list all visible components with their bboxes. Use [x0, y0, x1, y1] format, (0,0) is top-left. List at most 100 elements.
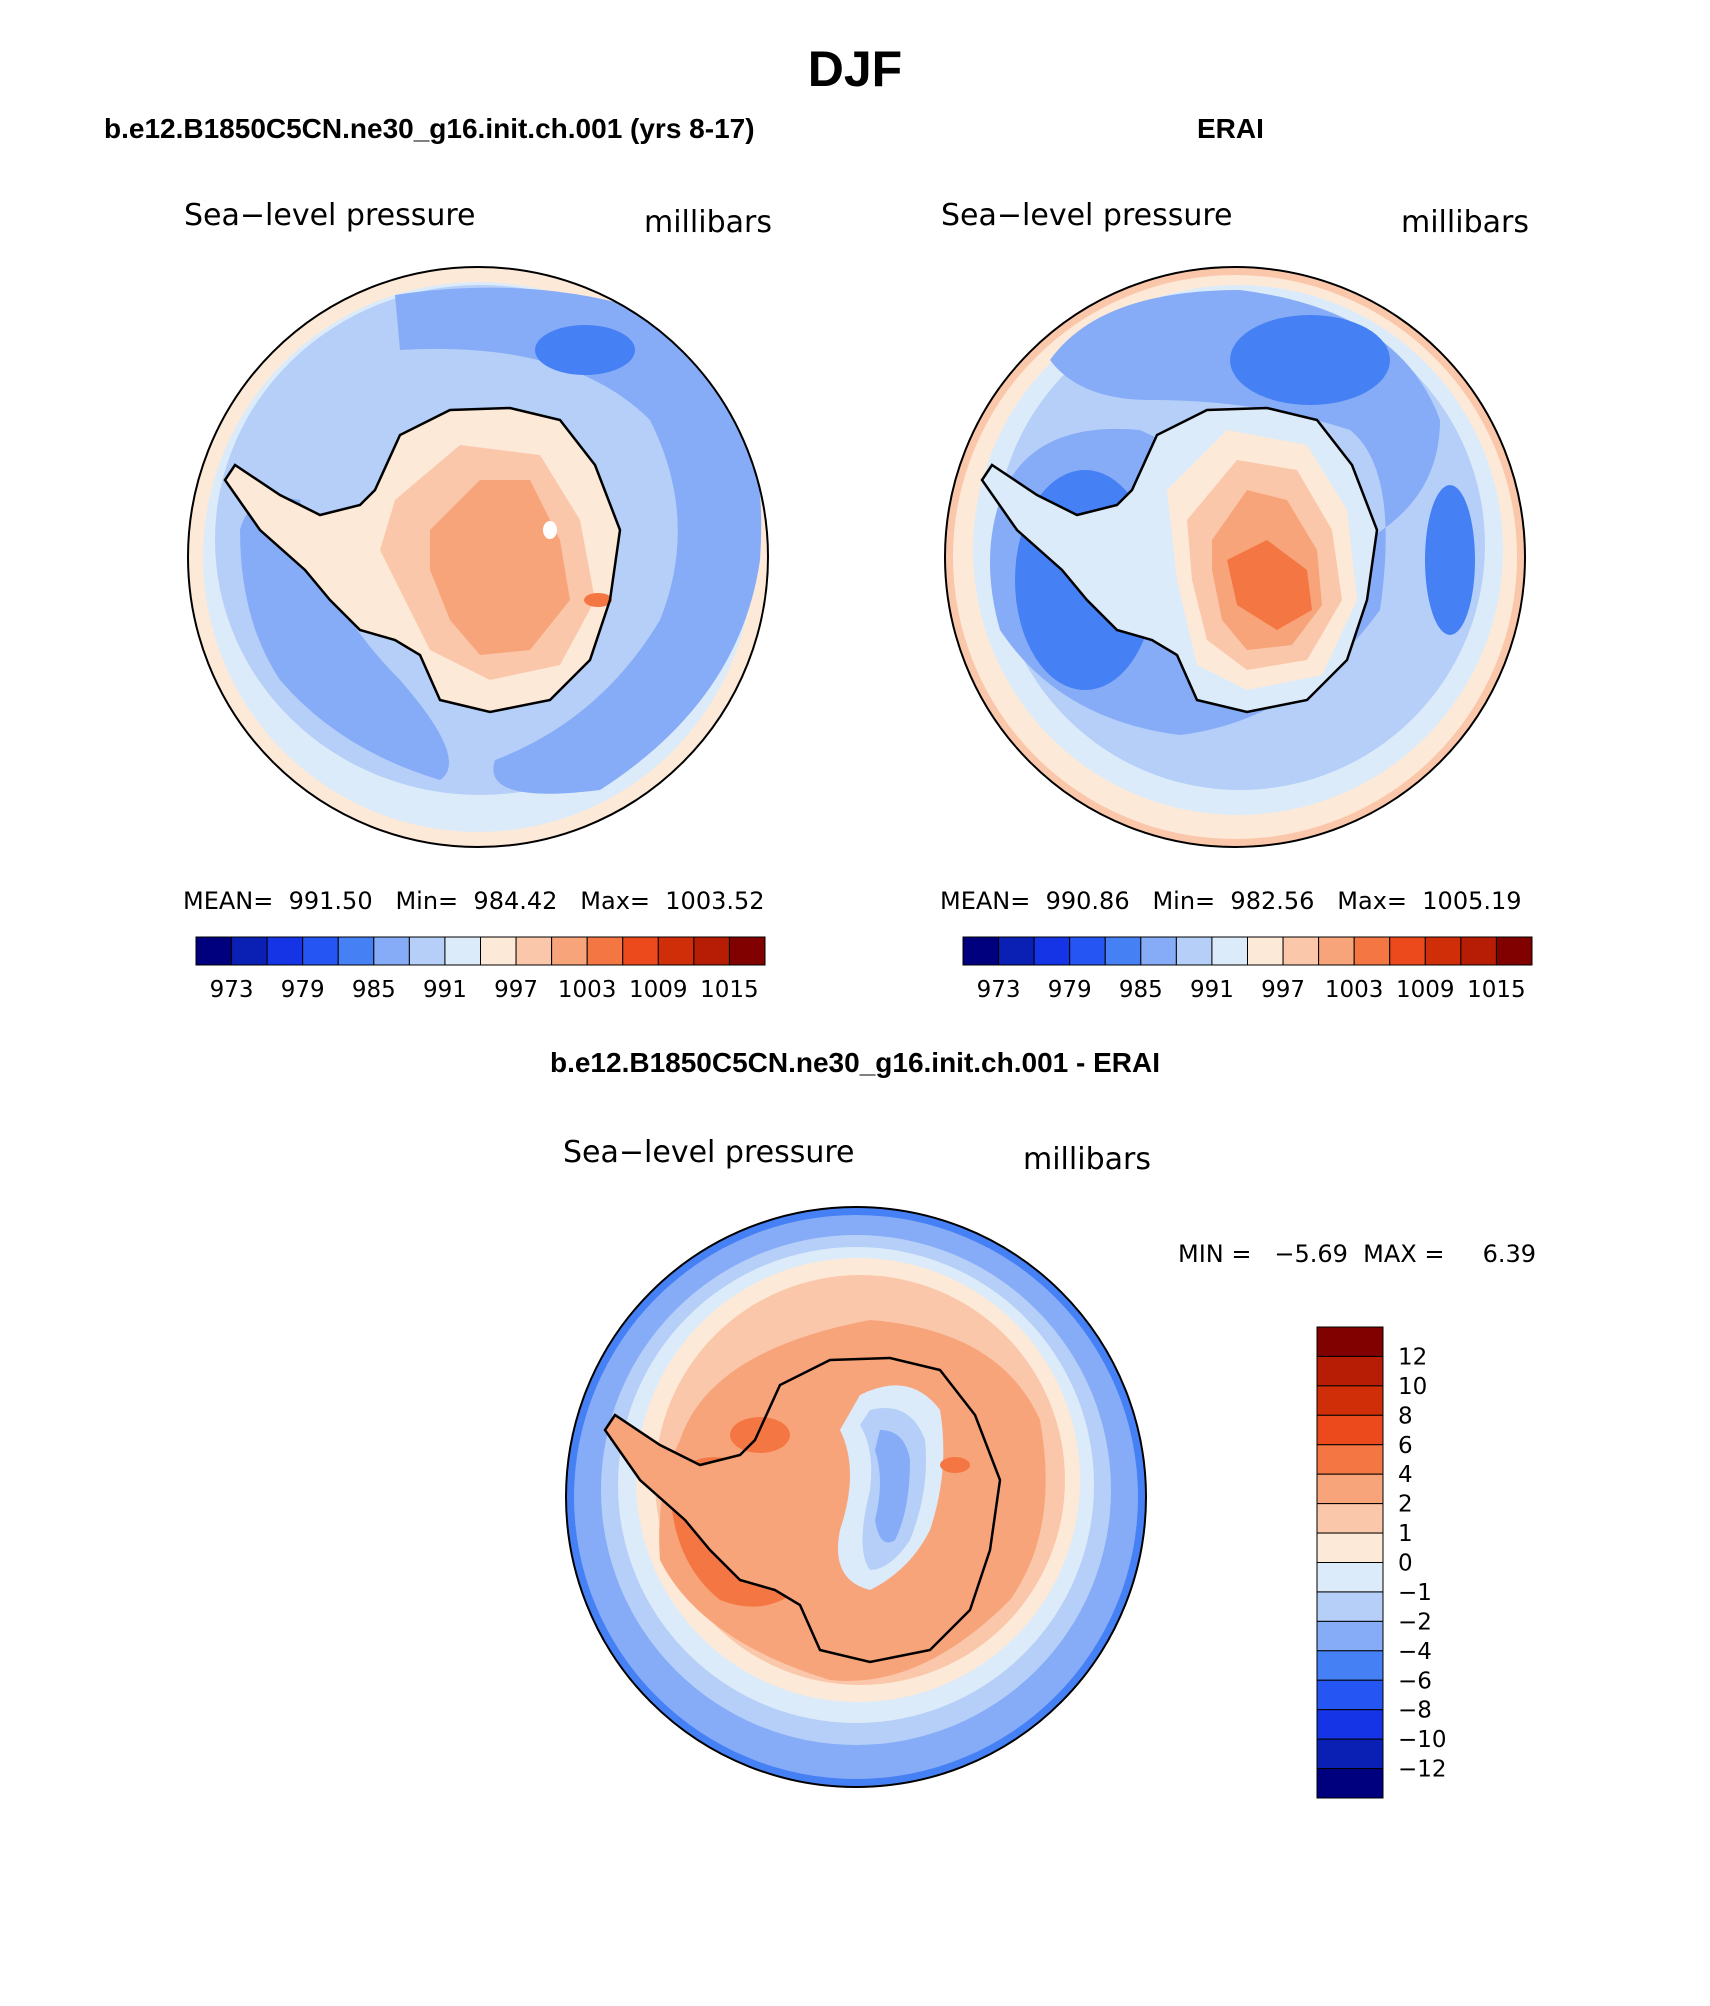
- diff-colorbar-swatch: [1316, 1768, 1384, 1799]
- obs-colorbar-swatch: [1033, 936, 1071, 966]
- obs-colorbar-tick-label: 985: [1119, 977, 1163, 1003]
- obs-colorbar-tick-label: 997: [1261, 977, 1305, 1003]
- model-colorbar-swatch: [302, 936, 339, 966]
- model-colorbar-swatch: [657, 936, 695, 966]
- diff-colorbar-tick-label: 6: [1398, 1433, 1413, 1459]
- model-colorbar-tick-label: 1009: [629, 977, 688, 1003]
- obs-colorbar-swatch: [1140, 936, 1177, 966]
- obs-colorbar-tick-label: 1015: [1467, 977, 1526, 1003]
- obs-colorbar-swatch: [1104, 936, 1142, 966]
- model-colorbar-swatch: [231, 936, 268, 966]
- diff-panel-header: b.e12.B1850C5CN.ne30_g16.init.ch.001 - E…: [549, 1047, 1161, 1078]
- model-map-boundary: [187, 266, 769, 848]
- diff-antarctica: [603, 1356, 1002, 1664]
- model-colorbar-tick-label: 1003: [558, 977, 617, 1003]
- model-colorbar-swatch: [373, 936, 410, 966]
- diff-colorbar-tick-label: −1: [1398, 1580, 1432, 1606]
- model-colorbar-tick-label: 997: [494, 977, 538, 1003]
- figure-title: DJF: [807, 41, 903, 97]
- obs-colorbar-tick-label: 991: [1190, 977, 1234, 1003]
- diff-colorbar-swatch: [1316, 1620, 1384, 1652]
- diff-colorbar-swatch: [1316, 1709, 1384, 1740]
- model-panel-header: b.e12.B1850C5CN.ne30_g16.init.ch.001 (yr…: [104, 113, 755, 144]
- obs-map-boundary: [944, 266, 1526, 848]
- obs-colorbar-tick-label: 1009: [1396, 977, 1455, 1003]
- diff-colorbar-tick-label: 1: [1398, 1521, 1413, 1547]
- model-colorbar: 973 979 985 991 997 1003 1009 1015: [195, 936, 766, 1003]
- model-colorbar-tick-label: 985: [352, 977, 396, 1003]
- model-colorbar-swatch: [444, 936, 481, 966]
- model-antarctica: [223, 406, 622, 714]
- obs-colorbar-tick-label: 1003: [1325, 977, 1384, 1003]
- obs-antarctica: [980, 406, 1379, 714]
- model-colorbar-tick-label: 991: [423, 977, 467, 1003]
- model-colorbar-swatch: [515, 936, 553, 966]
- obs-colorbar-swatch: [1069, 936, 1106, 966]
- diff-colorbar-tick-label: −10: [1398, 1727, 1447, 1753]
- diff-colorbar-swatch: [1316, 1562, 1384, 1593]
- model-colorbar-swatch: [195, 936, 233, 966]
- diff-colorbar-swatch: [1316, 1650, 1384, 1681]
- model-map: [188, 267, 768, 847]
- obs-colorbar-swatch: [1353, 936, 1391, 966]
- diff-map: [566, 1207, 1146, 1787]
- diff-colorbar-swatch: [1316, 1738, 1384, 1770]
- diff-stats: MIN = −5.69 MAX = 6.39: [1178, 1240, 1537, 1268]
- diff-map-boundary: [565, 1206, 1147, 1788]
- model-colorbar-swatch: [693, 936, 730, 966]
- diff-colorbar-swatch: [1316, 1679, 1384, 1711]
- obs-colorbar-swatch: [1282, 936, 1320, 966]
- diff-colorbar-tick-label: −8: [1398, 1698, 1432, 1724]
- model-units-label: millibars: [644, 205, 772, 240]
- obs-map: [945, 267, 1525, 847]
- diff-colorbar-swatch: [1316, 1591, 1384, 1622]
- model-colorbar-swatch: [337, 936, 375, 966]
- diff-colorbar-swatch: [1316, 1385, 1384, 1416]
- obs-colorbar-swatch: [1495, 936, 1533, 966]
- obs-colorbar: 973 979 985 991 997 1003 1009 1015: [962, 936, 1533, 1003]
- model-colorbar-tick-label: 973: [210, 977, 254, 1003]
- model-colorbar-swatch: [622, 936, 659, 966]
- diff-colorbar-tick-label: −6: [1398, 1668, 1432, 1694]
- diff-colorbar-swatch: [1316, 1326, 1384, 1357]
- model-colorbar-tick-label: 979: [281, 977, 325, 1003]
- diff-colorbar-swatch: [1316, 1532, 1384, 1563]
- model-variable-label: Sea−level pressure: [184, 198, 476, 233]
- diff-colorbar-tick-label: −2: [1398, 1609, 1432, 1635]
- model-colorbar-tick-label: 1015: [700, 977, 759, 1003]
- obs-colorbar-swatch: [1460, 936, 1497, 966]
- diff-units-label: millibars: [1023, 1142, 1151, 1177]
- obs-colorbar-tick-label: 979: [1048, 977, 1092, 1003]
- model-colorbar-swatch: [551, 936, 588, 966]
- obs-colorbar-swatch: [998, 936, 1035, 966]
- diff-colorbar-tick-label: −4: [1398, 1639, 1432, 1665]
- diff-colorbar-tick-label: 8: [1398, 1403, 1413, 1429]
- model-colorbar-swatch: [408, 936, 446, 966]
- obs-panel-header: ERAI: [1197, 113, 1264, 144]
- obs-colorbar-swatch: [1175, 936, 1213, 966]
- obs-variable-label: Sea−level pressure: [941, 198, 1233, 233]
- obs-colorbar-swatch: [1318, 936, 1355, 966]
- obs-colorbar-swatch: [1211, 936, 1248, 966]
- diff-colorbar-swatch: [1316, 1414, 1384, 1446]
- diff-colorbar-swatch: [1316, 1503, 1384, 1534]
- model-stats: MEAN= 991.50 Min= 984.42 Max= 1003.52: [183, 887, 765, 915]
- obs-colorbar-swatch: [1247, 936, 1284, 966]
- model-colorbar-swatch: [266, 936, 304, 966]
- diff-colorbar-tick-label: 4: [1398, 1462, 1413, 1488]
- obs-colorbar-swatch: [1424, 936, 1462, 966]
- diff-colorbar-tick-label: 2: [1398, 1492, 1413, 1518]
- obs-colorbar-swatch: [962, 936, 1000, 966]
- obs-units-label: millibars: [1401, 205, 1529, 240]
- diff-colorbar-tick-label: 12: [1398, 1344, 1427, 1370]
- model-colorbar-swatch: [480, 936, 517, 966]
- model-colorbar-swatch: [728, 936, 766, 966]
- model-colorbar-swatch: [586, 936, 624, 966]
- diff-colorbar-tick-label: 0: [1398, 1551, 1413, 1577]
- diff-colorbar-tick-label: −12: [1398, 1757, 1447, 1783]
- diff-colorbar-swatch: [1316, 1444, 1384, 1475]
- diff-variable-label: Sea−level pressure: [563, 1135, 855, 1170]
- obs-colorbar-tick-label: 973: [977, 977, 1021, 1003]
